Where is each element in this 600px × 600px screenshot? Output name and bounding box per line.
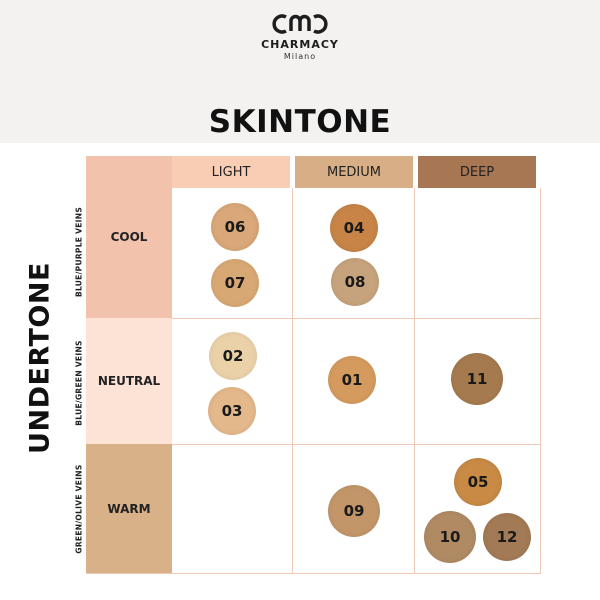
undertone-title: UNDERTONE — [24, 262, 56, 454]
shade-code: 12 — [496, 528, 518, 546]
shade-code: 11 — [466, 370, 488, 388]
vein-label-cool: BLUE/PURPLE VEINS — [74, 206, 84, 298]
column-label-deep: DEEP — [459, 164, 495, 180]
shade-swatch-12: 12 — [483, 513, 531, 561]
shade-swatch-02: 02 — [209, 332, 257, 380]
row-header-cool: COOL — [86, 156, 172, 318]
shade-swatch-06: 06 — [211, 203, 259, 251]
row-header-neutral: NEUTRAL — [86, 318, 172, 444]
shade-swatch-05: 05 — [454, 458, 502, 506]
shade-swatch-03: 03 — [208, 387, 256, 435]
shade-swatch-04: 04 — [330, 204, 378, 252]
shade-swatch-01: 01 — [328, 356, 376, 404]
brand-subtitle: Milano — [283, 52, 317, 61]
row-header-warm: WARM — [86, 444, 172, 574]
column-header-deep: DEEP — [418, 156, 536, 188]
shade-code: 09 — [343, 502, 365, 520]
shade-code: 06 — [224, 218, 246, 236]
column-header-medium: MEDIUM — [295, 156, 413, 188]
column-label-medium: MEDIUM — [326, 164, 381, 180]
brand-name: CHARMACY — [261, 38, 339, 51]
column-header-light: LIGHT — [172, 156, 290, 188]
shade-swatch-11: 11 — [451, 353, 503, 405]
vein-label-warm: GREEN/OLIVE VEINS — [74, 464, 84, 554]
shade-code: 08 — [344, 273, 366, 291]
shade-swatch-10: 10 — [424, 511, 476, 563]
shade-code: 04 — [343, 219, 365, 237]
shade-code: 01 — [341, 371, 363, 389]
shade-code: 07 — [224, 274, 246, 292]
shade-swatch-08: 08 — [331, 258, 379, 306]
shade-code: 02 — [222, 347, 244, 365]
shade-code: 05 — [467, 473, 489, 491]
shade-code: 03 — [221, 402, 243, 420]
shade-swatch-09: 09 — [328, 485, 380, 537]
grid-line-v3 — [540, 188, 541, 574]
column-label-light: LIGHT — [211, 164, 251, 180]
skintone-title: SKINTONE — [208, 104, 392, 140]
grid-line-h2 — [172, 444, 541, 445]
row-label-cool: COOL — [110, 230, 148, 244]
grid-line-bottom — [86, 573, 541, 574]
row-label-neutral: NEUTRAL — [97, 374, 161, 388]
row-label-warm: WARM — [107, 502, 151, 516]
grid-line-v2 — [414, 188, 415, 574]
brand-logo: CHARMACY Milano — [250, 12, 350, 61]
vein-label-neutral: BLUE/GREEN VEINS — [74, 340, 84, 426]
charmacy-logo-icon — [272, 14, 328, 34]
shade-code: 10 — [439, 528, 461, 546]
grid-line-h1 — [172, 318, 541, 319]
shade-swatch-07: 07 — [211, 259, 259, 307]
grid-line-v1 — [292, 188, 293, 574]
